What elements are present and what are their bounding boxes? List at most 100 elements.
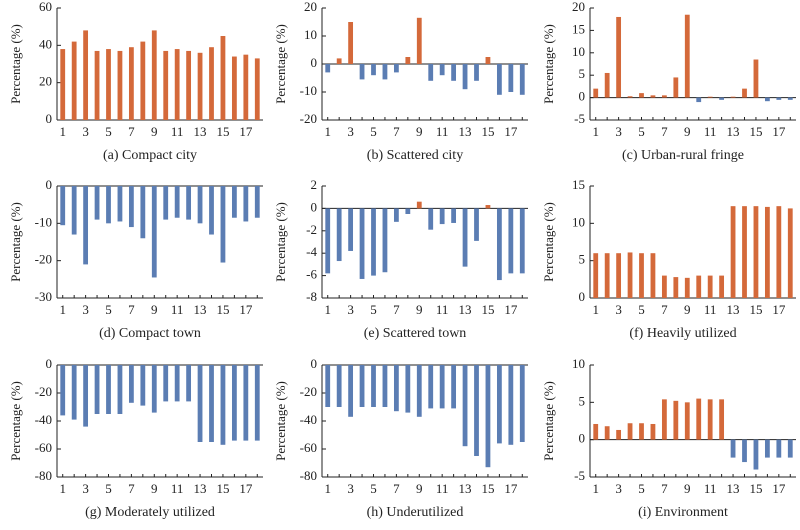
y-tick-label: -30	[35, 289, 52, 304]
x-tick-label: 7	[128, 124, 135, 139]
x-tick-label: 11	[171, 481, 184, 496]
x-tick-label: 13	[727, 124, 740, 139]
chart-title: (f) Heavily utilized	[629, 326, 736, 341]
bar	[428, 365, 434, 409]
y-tick-label: 0	[579, 289, 586, 304]
bar	[593, 423, 599, 440]
bar	[616, 16, 622, 98]
bar	[117, 365, 123, 414]
bar	[416, 365, 422, 417]
x-tick-label: 3	[82, 124, 89, 139]
x-tick-label: 17	[239, 302, 253, 317]
bar	[730, 206, 736, 298]
bar	[508, 208, 514, 274]
bar	[416, 17, 422, 64]
bar	[106, 365, 111, 414]
x-tick-label: 7	[661, 481, 668, 496]
bar	[462, 365, 468, 447]
bar	[163, 50, 169, 120]
x-tick-label: 5	[638, 302, 645, 317]
bar	[83, 186, 89, 265]
bar	[231, 56, 237, 120]
bar	[661, 275, 667, 298]
bar	[496, 64, 502, 95]
y-tick-label: -4	[306, 244, 317, 259]
bar	[83, 30, 89, 120]
bar	[496, 208, 502, 281]
x-tick-label: 3	[347, 124, 354, 139]
bar	[508, 365, 514, 445]
bar	[382, 365, 388, 407]
bar	[151, 30, 157, 120]
y-tick-label: -80	[35, 468, 52, 483]
x-tick-label: 13	[194, 481, 207, 496]
x-tick-label: 3	[82, 302, 89, 317]
bar	[83, 365, 89, 427]
y-axis-label: Percentage (%)	[541, 381, 556, 461]
bar	[151, 365, 157, 413]
x-tick-label: 17	[504, 124, 518, 139]
bar	[787, 208, 793, 298]
bar	[742, 88, 747, 98]
bar	[753, 439, 759, 470]
y-tick-label: -5	[574, 111, 585, 126]
y-axis-label: Percentage (%)	[273, 381, 288, 461]
x-tick-label: 15	[481, 481, 494, 496]
bar	[650, 423, 656, 440]
bar	[254, 58, 260, 120]
x-tick-label: 17	[239, 481, 253, 496]
bar	[742, 206, 747, 298]
x-tick-label: 13	[459, 302, 472, 317]
y-tick-label: -40	[300, 412, 317, 427]
x-tick-label: 17	[772, 481, 786, 496]
bar	[393, 208, 399, 222]
bar	[519, 208, 525, 274]
x-tick-label: 15	[749, 481, 762, 496]
bar	[94, 50, 100, 120]
bar	[616, 429, 622, 440]
y-tick-label: 10	[304, 27, 317, 42]
bar	[359, 208, 365, 279]
x-tick-label: 15	[481, 124, 494, 139]
bar	[220, 365, 226, 445]
y-tick-label: -20	[35, 384, 52, 399]
x-tick-label: 11	[171, 302, 184, 317]
bar	[604, 72, 610, 98]
x-tick-label: 9	[416, 302, 423, 317]
x-tick-label: 7	[393, 124, 400, 139]
bar	[684, 14, 690, 98]
y-tick-label: 5	[579, 393, 586, 408]
bar	[163, 365, 169, 402]
x-tick-label: 17	[239, 124, 253, 139]
chart-title: (c) Urban-rural fringe	[622, 148, 744, 163]
x-tick-label: 9	[151, 302, 158, 317]
bar	[787, 439, 793, 458]
y-tick-label: 5	[579, 252, 586, 267]
x-tick-label: 1	[592, 481, 599, 496]
chart-title: (h) Underutilized	[367, 505, 464, 520]
y-tick-label: -20	[35, 252, 52, 267]
bar	[439, 64, 445, 76]
x-tick-label: 11	[171, 124, 184, 139]
bar	[348, 365, 354, 417]
bar	[220, 36, 226, 120]
bar	[730, 96, 736, 98]
bar	[593, 88, 599, 98]
bar	[209, 186, 214, 235]
y-tick-label: -60	[35, 440, 52, 455]
y-axis-label: Percentage (%)	[8, 202, 23, 282]
x-tick-label: 3	[615, 481, 622, 496]
bar	[639, 423, 644, 440]
bar	[106, 186, 111, 224]
bar	[197, 365, 203, 442]
bar	[128, 47, 134, 121]
x-tick-label: 11	[704, 302, 717, 317]
y-axis-label: Percentage (%)	[273, 202, 288, 282]
y-tick-label: 0	[46, 111, 53, 126]
bar	[742, 439, 747, 463]
y-tick-label: 0	[579, 431, 586, 446]
bar	[325, 208, 331, 274]
x-tick-label: 7	[128, 481, 135, 496]
bar	[776, 206, 782, 298]
bar	[485, 365, 491, 468]
